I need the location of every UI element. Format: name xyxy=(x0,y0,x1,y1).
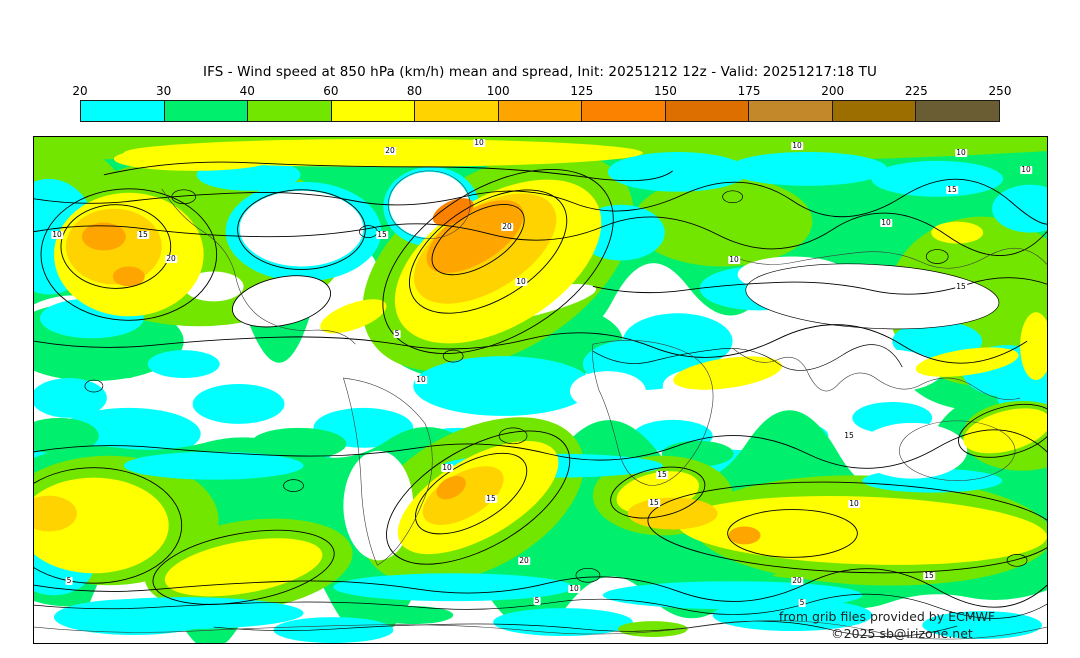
legend-tick: 100 xyxy=(486,84,510,98)
legend-segment xyxy=(248,101,332,121)
legend-tick: 250 xyxy=(988,84,1012,98)
legend-segment xyxy=(582,101,666,121)
attribution-copyright: ©2025 sb@irizone.net xyxy=(831,626,973,641)
legend-tick: 175 xyxy=(737,84,761,98)
color-scale-legend: 20 30 40 60 80 100 125 150 175 200 225 250 xyxy=(72,84,1011,124)
legend-ticks: 20 30 40 60 80 100 125 150 175 200 225 250 xyxy=(72,84,1011,98)
legend-segment xyxy=(498,101,583,121)
legend-tick: 125 xyxy=(570,84,594,98)
attribution-source: from grib files provided by ECMWF xyxy=(778,609,996,624)
legend-tick: 80 xyxy=(406,84,423,98)
legend-segment xyxy=(665,101,750,121)
wind-fill-layer xyxy=(34,137,1047,643)
legend-segment xyxy=(916,101,1000,121)
legend-tick: 30 xyxy=(155,84,172,98)
legend-tick: 40 xyxy=(239,84,255,98)
wind-map-canvas xyxy=(34,137,1047,643)
world-wind-map: 10 20 10 10 10 15 10 15 10 15 20 20 10 10 15 5 10 10 15 15 2… xyxy=(33,136,1048,644)
legend-segment xyxy=(415,101,499,121)
legend-tick: 20 xyxy=(72,84,88,98)
chart-title: IFS - Wind speed at 850 hPa (km/h) mean … xyxy=(203,64,877,80)
coastlines-layer xyxy=(34,170,1047,640)
legend-segment xyxy=(832,101,917,121)
legend-tick: 200 xyxy=(821,84,845,98)
legend-tick: 60 xyxy=(323,84,339,98)
legend-tick: 150 xyxy=(654,84,677,98)
legend-segment xyxy=(331,101,416,121)
legend-segment xyxy=(81,101,165,121)
legend-segment xyxy=(164,101,249,121)
legend-tick: 225 xyxy=(904,84,928,98)
legend-bar xyxy=(80,100,1000,122)
legend-segment xyxy=(749,101,833,121)
